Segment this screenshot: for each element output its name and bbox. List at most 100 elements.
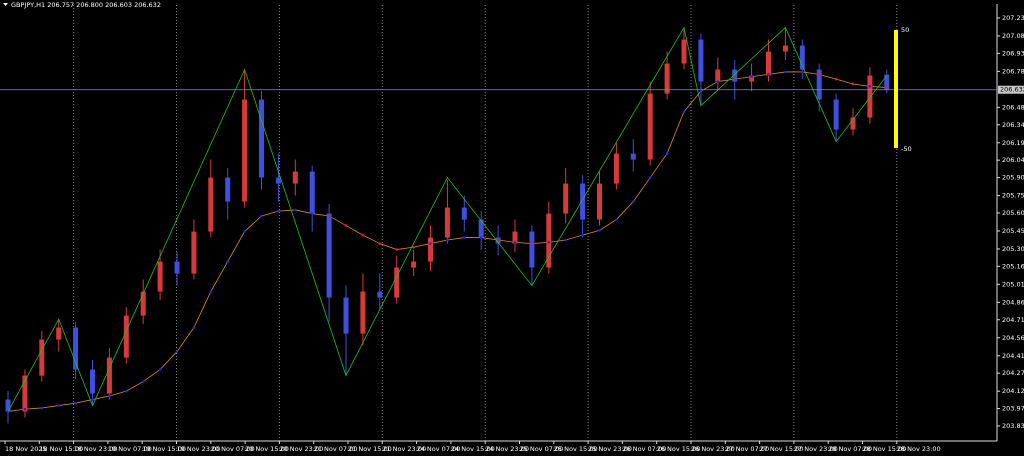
y-tick-label: 206.935 [1002,49,1024,57]
y-tick-label: 203.830 [1002,422,1024,430]
candle-body [208,177,214,232]
moving-average-dot [615,218,618,221]
chart-title: GBPJPY,H1 206.757 206.800 206.603 206.63… [11,1,161,9]
x-tick-label: 18 Nov 15:00 [39,445,83,453]
moving-average-dot [344,224,348,227]
moving-average-dot [784,70,787,74]
candle-body [563,183,569,214]
moving-average-dot [682,110,686,113]
x-tick-label: 26 Nov 15:00 [657,445,701,453]
x-tick-label: 28 Nov 15:00 [863,445,907,453]
x-tick-label: 26 Nov 23:00 [691,445,735,453]
candle-body [799,45,805,70]
candle-body [833,99,839,130]
last-price-label: 206.632 [1000,86,1024,94]
y-tick-label: 206.190 [1002,139,1024,147]
moving-average-dot [598,229,601,232]
moving-average-dot [817,73,821,76]
zigzag [7,26,888,412]
x-tick-label: 25 Nov 07:00 [520,445,564,453]
candle-body [39,339,45,376]
moving-average-dot [463,236,466,239]
y-tick-label: 205.305 [1002,245,1024,253]
candle-body [664,63,670,94]
y-tick-label: 204.715 [1002,316,1024,324]
candle-body [580,183,586,220]
moving-average-dot [192,326,196,329]
moving-average-dot [665,152,669,155]
y-tick-label: 206.485 [1002,103,1024,111]
last-price-box [998,85,1024,94]
candle-body [123,315,129,358]
candle-body [512,231,518,244]
x-tick-label: 27 Nov 07:00 [725,445,769,453]
candle-body [749,75,755,82]
y-tick-label: 204.860 [1002,298,1024,306]
oscillator-bar [894,30,898,148]
candle-body [174,261,180,274]
candle-body [715,69,721,82]
menu-arrow[interactable] [3,3,8,6]
moving-average-dot [496,238,500,242]
candle-body [867,75,873,118]
moving-average-dot [648,176,652,179]
moving-average-dot [868,85,872,88]
candle-body [461,207,467,220]
x-tick-label: 24 Nov 15:00 [451,445,495,453]
candle-body [478,219,484,238]
moving-average-dot [57,404,60,407]
x-tick-label: 28 Nov 23:00 [897,445,941,453]
y-tick-label: 204.120 [1002,387,1024,395]
moving-average-dot [547,241,551,244]
x-tick-label: 19 Nov 23:00 [177,445,221,453]
candle-body [411,261,417,268]
moving-average-dot [40,406,44,410]
x-tick-label: 26 Nov 07:00 [622,445,666,453]
x-tick-label: 27 Nov 23:00 [794,445,838,453]
y-tick-label: 205.010 [1002,280,1024,288]
candle-body [884,74,890,90]
y-tick-label: 205.605 [1002,209,1024,217]
candle-body [698,39,704,82]
moving-average-dot [581,233,584,237]
y-tick-label: 204.415 [1002,352,1024,360]
candle-body [259,99,264,178]
x-tick-label: 19 Nov 15:00 [142,445,186,453]
candle-body [630,153,636,160]
candle-body [5,399,11,412]
candle-body [394,267,400,298]
moving-average-dot [294,208,297,212]
moving-average-dot [260,214,263,218]
candle-body [242,99,248,202]
x-tick-label: 27 Nov 15:00 [760,445,804,453]
moving-average-dot [479,236,483,239]
moving-average-dot [108,394,111,398]
x-tick-label: 18 Nov 23:00 [74,445,118,453]
x-tick-label: 19 Nov 07:00 [108,445,152,453]
moving-average-dot [632,200,635,203]
y-tick-label: 204.565 [1002,334,1024,342]
x-tick-label: 20 Nov 23:00 [279,445,323,453]
moving-average-dot [412,245,415,249]
candle-body [275,177,281,184]
candle-body [766,51,771,76]
moving-average-dot [801,70,804,74]
candle-body [850,117,856,130]
moving-average-dot [733,77,736,81]
candle-body [157,261,163,292]
y-tick-label: 206.045 [1002,156,1024,164]
moving-average-dot [74,401,77,405]
x-tick-label: 20 Nov 07:00 [211,445,255,453]
x-tick-label: 20 Nov 15:00 [245,445,289,453]
moving-average-dot [209,290,213,293]
candle-body [106,357,112,394]
moving-average-dot [125,389,128,393]
x-tick-label: 25 Nov 15:00 [554,445,598,453]
moving-average-dot [327,214,331,218]
candle-body [816,69,822,100]
candle-body [22,375,28,412]
moving-average-dot [277,209,280,213]
y-tick-label: 206.785 [1002,67,1024,75]
